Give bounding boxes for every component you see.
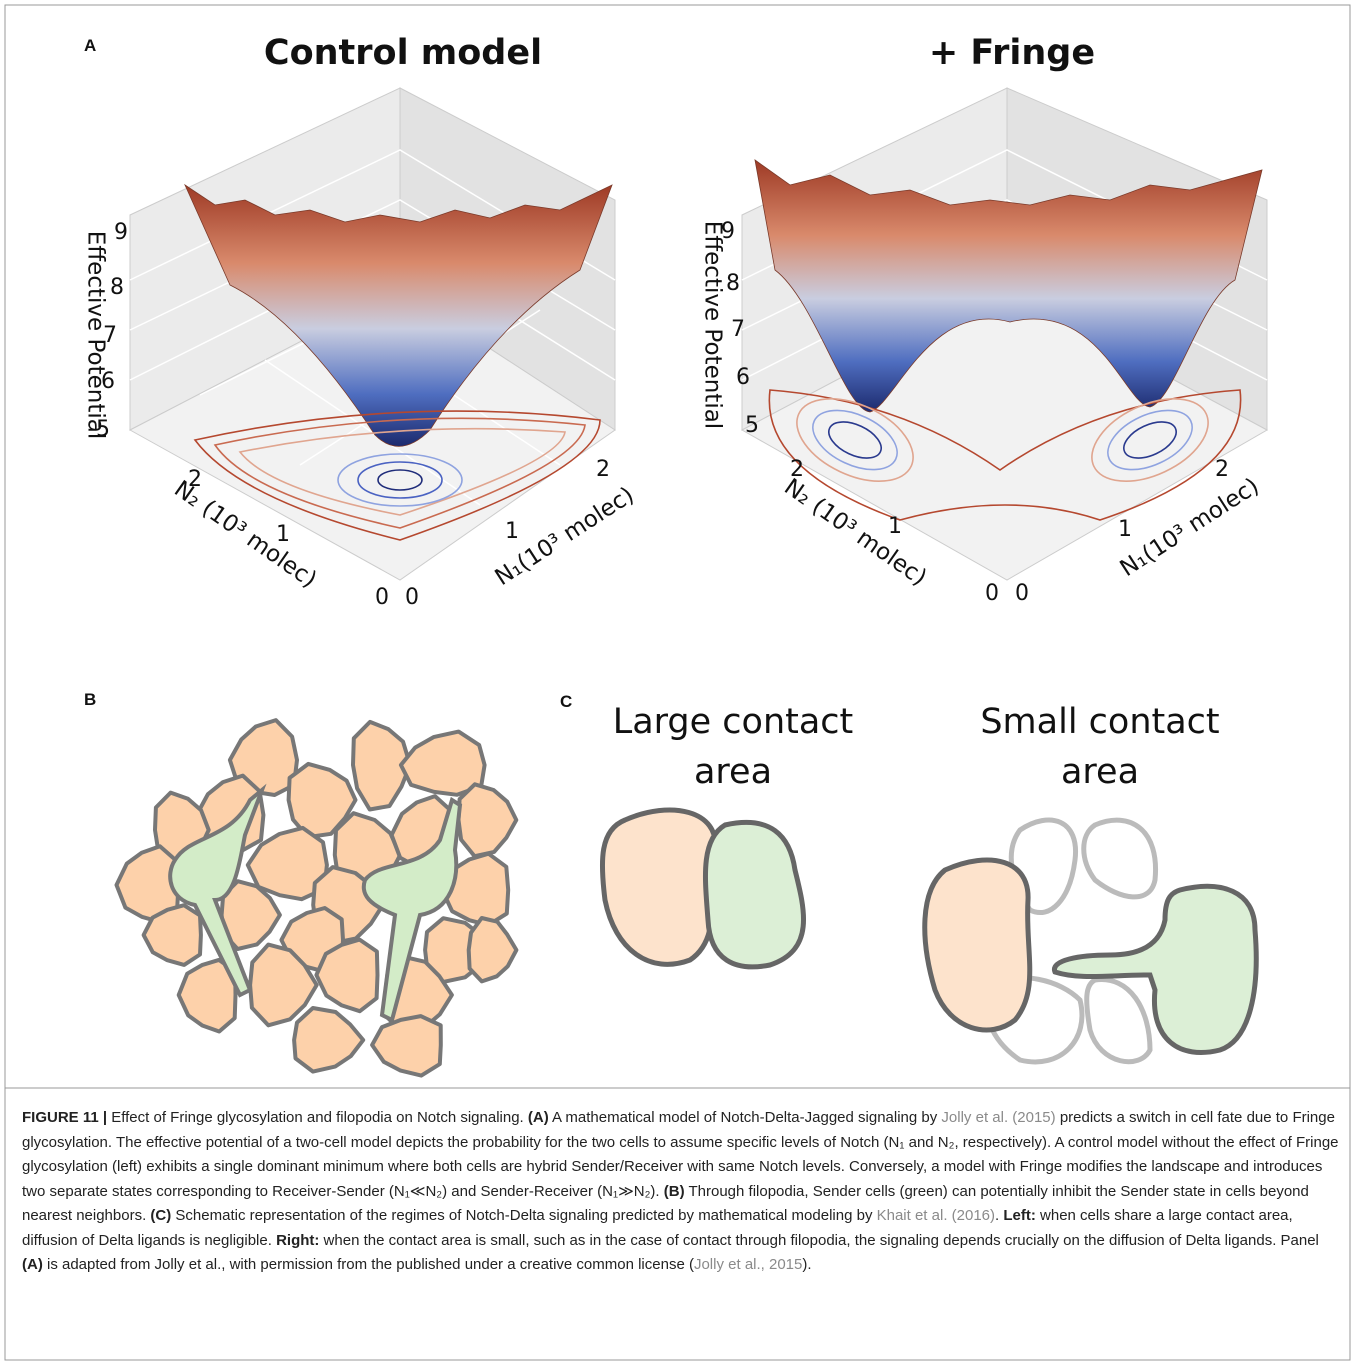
cells: [117, 720, 517, 1076]
caption-run: when the contact area is small, such as …: [319, 1232, 1319, 1249]
n1-tick-label: 0: [405, 585, 419, 610]
z-tick-label: 7: [731, 317, 745, 342]
caption-run[interactable]: Jolly et al. (2015): [941, 1109, 1055, 1126]
n1-tick-label: 1: [1118, 517, 1132, 542]
caption-run: Right:: [276, 1232, 319, 1249]
figure-page: 56789012012Effective PotentialN₂ (10³ mo…: [0, 0, 1355, 1365]
caption-run: Left:: [1003, 1207, 1036, 1224]
z-axis-label: Effective Potential: [700, 221, 726, 429]
n2-tick-label: 1: [888, 514, 902, 539]
n2-tick-label: 0: [375, 585, 389, 610]
panel-label: B: [84, 690, 96, 710]
z-tick-label: 6: [736, 365, 750, 390]
n1-tick-label: 2: [596, 457, 610, 482]
caption-run[interactable]: Khait et al. (2016): [877, 1207, 995, 1224]
z-tick-label: 5: [745, 413, 759, 438]
caption-run: is adapted from Jolly et al., with permi…: [43, 1256, 694, 1273]
panel-label: C: [560, 692, 572, 712]
cell: [469, 918, 517, 981]
caption-run: FIGURE 11 |: [22, 1109, 111, 1126]
n1-tick-label: 1: [505, 519, 519, 544]
cell: [294, 1008, 363, 1072]
caption-run[interactable]: Jolly et al., 2015: [694, 1256, 802, 1273]
z-axis-label: Effective Potential: [83, 231, 109, 439]
z-tick-label: 9: [114, 220, 128, 245]
cell: [372, 1016, 441, 1076]
caption-run: Schematic representation of the regimes …: [171, 1207, 876, 1224]
z-tick-label: 8: [110, 275, 124, 300]
caption-run: A mathematical model of Notch-Delta-Jagg…: [549, 1109, 942, 1126]
plot-title: Control model: [253, 28, 553, 78]
caption-run: (A): [22, 1256, 43, 1273]
n1-tick-label: 0: [1015, 581, 1029, 606]
caption-run: (B): [664, 1183, 685, 1200]
caption: FIGURE 11 | Effect of Fringe glycosylati…: [22, 1106, 1340, 1278]
panel-title: Large contact area: [598, 697, 868, 797]
z-tick-label: 8: [726, 271, 740, 296]
panel-label: A: [84, 36, 96, 56]
caption-run: (C): [150, 1207, 171, 1224]
plot-title: + Fringe: [862, 28, 1162, 78]
n1-tick-label: 2: [1215, 457, 1229, 482]
cell: [459, 784, 517, 856]
caption-run: ).: [802, 1256, 811, 1273]
caption-run: Effect of Fringe glycosylation and filop…: [111, 1109, 528, 1126]
panel-title: Small contact area: [965, 697, 1235, 797]
cells: [602, 810, 1256, 1062]
n2-tick-label: 0: [985, 581, 999, 606]
caption-run: (A): [528, 1109, 549, 1126]
